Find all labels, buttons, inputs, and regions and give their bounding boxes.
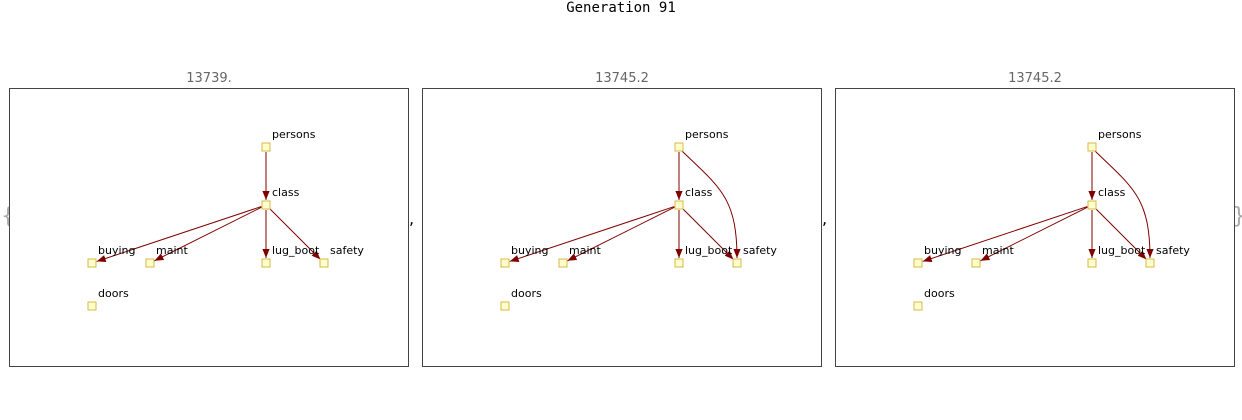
edge-class-to-safety xyxy=(1095,208,1147,260)
node-marker xyxy=(1087,142,1097,152)
node-label: doors xyxy=(98,287,129,300)
network-graph: persons class buying maint lug_boot safety doo… xyxy=(500,128,777,311)
node-label: maint xyxy=(156,244,188,257)
edge-class-to-buying xyxy=(509,206,675,262)
node-marker xyxy=(913,258,923,268)
edge-class-to-maint xyxy=(980,206,1088,262)
edge-persons-to-safety xyxy=(681,150,741,259)
node-label: class xyxy=(1098,186,1126,199)
node-marker xyxy=(674,258,684,268)
node-label: maint xyxy=(982,244,1014,257)
node-label: maint xyxy=(569,244,601,257)
edge-class-to-maint xyxy=(567,206,675,262)
node-lug-boot: lug_boot xyxy=(674,244,733,268)
node-safety: safety xyxy=(732,244,777,268)
node-label: lug_boot xyxy=(272,244,320,257)
edge-class-to-maint xyxy=(154,206,262,262)
edge-persons-to-safety xyxy=(1094,150,1154,259)
node-marker xyxy=(913,301,923,311)
node-buying: buying xyxy=(913,244,961,268)
node-label: safety xyxy=(743,244,777,257)
node-marker xyxy=(732,258,742,268)
node-marker xyxy=(1145,258,1155,268)
close-brace: } xyxy=(1232,204,1242,230)
node-label: doors xyxy=(511,287,542,300)
edge-class-to-buying xyxy=(922,206,1088,262)
panel-score: 13739. xyxy=(186,71,232,86)
node-doors: doors xyxy=(913,287,955,311)
node-marker xyxy=(500,258,510,268)
node-label: buying xyxy=(98,244,135,257)
page-title: Generation 91 xyxy=(566,0,676,16)
edge-class-to-safety xyxy=(269,208,321,260)
panel-frame: persons class buying maint lug_boot safety doo… xyxy=(422,88,822,367)
node-safety: safety xyxy=(1145,244,1190,268)
node-persons: persons xyxy=(261,128,316,152)
node-label: class xyxy=(685,186,713,199)
panel-score: 13745.2 xyxy=(1008,71,1062,86)
node-class: class xyxy=(1087,186,1126,210)
list-separator: , xyxy=(409,209,415,228)
node-marker xyxy=(674,142,684,152)
node-buying: buying xyxy=(500,244,548,268)
network-graph: persons class buying maint lug_boot safety doo… xyxy=(913,128,1190,311)
node-marker xyxy=(1087,200,1097,210)
node-marker xyxy=(261,258,271,268)
node-marker xyxy=(261,142,271,152)
node-label: safety xyxy=(330,244,364,257)
node-persons: persons xyxy=(1087,128,1142,152)
network-panel-3: 13745.2 persons class buying maint lug_boot s… xyxy=(835,70,1235,367)
node-class: class xyxy=(674,186,713,210)
node-marker xyxy=(500,301,510,311)
node-marker xyxy=(558,258,568,268)
node-label: lug_boot xyxy=(1098,244,1146,257)
panel-frame: persons class buying maint lug_boot safety doo… xyxy=(835,88,1235,367)
node-label: lug_boot xyxy=(685,244,733,257)
node-doors: doors xyxy=(87,287,129,311)
node-label: persons xyxy=(272,128,316,141)
node-label: persons xyxy=(1098,128,1142,141)
node-marker xyxy=(971,258,981,268)
node-maint: maint xyxy=(971,244,1014,268)
node-maint: maint xyxy=(558,244,601,268)
network-panel-1: 13739. persons class buying maint lug_boot sa… xyxy=(9,70,409,367)
panel-score: 13745.2 xyxy=(595,71,649,86)
node-label: safety xyxy=(1156,244,1190,257)
network-graph: persons class buying maint lug_boot safety doo… xyxy=(87,128,364,311)
node-maint: maint xyxy=(145,244,188,268)
node-marker xyxy=(1087,258,1097,268)
node-label: class xyxy=(272,186,300,199)
node-persons: persons xyxy=(674,128,729,152)
node-buying: buying xyxy=(87,244,135,268)
node-marker xyxy=(319,258,329,268)
edge-class-to-buying xyxy=(96,206,262,262)
node-marker xyxy=(145,258,155,268)
list-separator: , xyxy=(822,209,828,228)
node-marker xyxy=(674,200,684,210)
node-doors: doors xyxy=(500,287,542,311)
edge-class-to-safety xyxy=(682,208,734,260)
node-marker xyxy=(87,258,97,268)
panel-frame: persons class buying maint lug_boot safety doo… xyxy=(9,88,409,367)
node-marker xyxy=(261,200,271,210)
node-lug-boot: lug_boot xyxy=(261,244,320,268)
node-marker xyxy=(87,301,97,311)
node-label: doors xyxy=(924,287,955,300)
node-class: class xyxy=(261,186,300,210)
node-lug-boot: lug_boot xyxy=(1087,244,1146,268)
node-label: buying xyxy=(924,244,961,257)
network-panel-2: 13745.2 persons class buying maint lug_boot s… xyxy=(422,70,822,367)
node-label: persons xyxy=(685,128,729,141)
node-label: buying xyxy=(511,244,548,257)
node-safety: safety xyxy=(319,244,364,268)
